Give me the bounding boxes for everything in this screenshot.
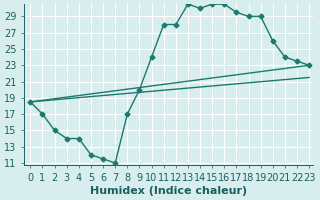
X-axis label: Humidex (Indice chaleur): Humidex (Indice chaleur) (90, 186, 247, 196)
